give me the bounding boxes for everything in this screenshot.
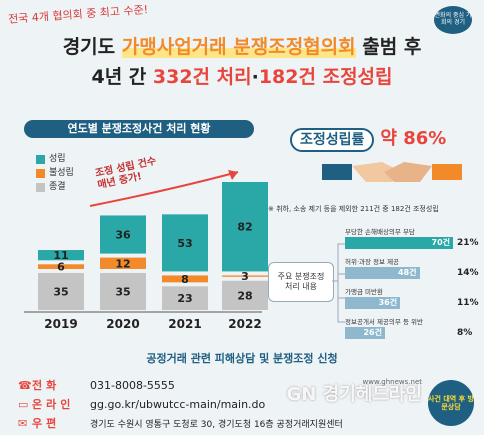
headline-line2: 4년 간 332건 처리·182건 조정성립 <box>0 62 484 89</box>
tick-label-2022: 2022 <box>228 317 261 331</box>
breakdown-row-label: 가맹금 미반환 <box>345 288 383 296</box>
legend-item-settled: 성립 <box>36 152 74 166</box>
legend-swatch-settled <box>36 154 45 164</box>
data-label-2020-series-2: 36 <box>115 229 131 242</box>
legend-item-closed: 종결 <box>36 180 74 194</box>
legend-label-failed: 불성립 <box>49 168 74 178</box>
bar-2019-series-1 <box>38 264 84 269</box>
contact-phone: ☎ 전화 031-8008-5555 <box>18 377 175 393</box>
success-rate: 조정성립률 약 86% <box>290 124 447 152</box>
legend-label-settled: 성립 <box>49 154 66 164</box>
bar-2020-series-1 <box>100 257 146 269</box>
breakdown-connector <box>332 243 345 323</box>
headline2-prefix: 4년 간 <box>91 66 153 88</box>
breakdown-row-count: 48건 <box>398 268 417 277</box>
contact-mail-value: 경기도 수원시 영통구 도청로 30, 경기도청 16층 공정거래지원센터 <box>90 419 343 430</box>
growth-arrow <box>89 171 239 207</box>
visit-stamp: 사건 대역 후 방문상담 <box>428 380 474 426</box>
legend-item-failed: 불성립 <box>36 166 74 180</box>
bar-2021-series-0 <box>162 286 208 310</box>
bar-2022-series-0 <box>222 280 268 310</box>
breakdown-label-line1: 주요 분쟁조정 <box>277 271 325 281</box>
breakdown-row-pct: 21% <box>457 238 479 248</box>
breakdown-row-label: 부당한 손해배상의무 부담 <box>345 228 415 236</box>
contact-phone-value[interactable]: 031-8008-5555 <box>90 378 175 392</box>
breakdown-row-pct: 11% <box>457 298 479 308</box>
contact-online-value[interactable]: gg.go.kr/ubwutcc-main/main.do <box>90 397 266 411</box>
data-label-2022-series-1: 3 <box>241 270 249 283</box>
growth-arrowhead <box>228 170 238 180</box>
watermark-url: www.ghnews.net <box>362 378 422 386</box>
data-label-2019-series-2: 11 <box>53 249 68 262</box>
headline-highlight: 가맹사업거래 분쟁조정협의회 <box>121 36 356 58</box>
data-label-2021-series-1: 8 <box>181 273 189 286</box>
mail-icon: ✉ <box>18 416 28 430</box>
data-label-2020-series-0: 35 <box>115 285 130 298</box>
breakdown-list: 부당한 손해배상의무 부담 70건 21% 허위·과장 정보 제공 48건 14% 가맹금 … <box>345 226 479 346</box>
headline2-processed: 332건 처리 <box>152 66 252 88</box>
breakdown-label: 주요 분쟁조정 처리 내용 <box>268 262 334 302</box>
data-label-2020-series-1: 12 <box>115 257 130 270</box>
headline2-settled: 182건 조정성립 <box>258 66 393 88</box>
contact-online: ▭ 온라인 gg.go.kr/ubwutcc-main/main.do <box>18 396 265 412</box>
data-label-2021-series-0: 23 <box>177 292 192 305</box>
contact-mail: ✉ 우편 경기도 수원시 영통구 도청로 30, 경기도청 16층 공정거래지원센터 <box>18 415 343 431</box>
watermark: GN 경기헤드라인 <box>286 384 422 405</box>
breakdown-row-count: 26건 <box>363 328 382 337</box>
chart-header: 연도별 분쟁조정사건 처리 현황 <box>24 120 254 138</box>
bar-2022-series-2 <box>222 182 268 272</box>
breakdown-label-line2: 처리 내용 <box>285 282 317 291</box>
success-rate-value: 약 86% <box>380 128 447 149</box>
tick-label-2020: 2020 <box>106 317 139 331</box>
data-label-2022-series-2: 82 <box>237 221 252 234</box>
bar-2021-series-2 <box>162 214 208 272</box>
breakdown-row-label: 정보공개서 제공의무 등 위반 <box>345 318 423 326</box>
phone-icon: ☎ <box>18 378 32 392</box>
bar-2019-series-2 <box>38 250 84 261</box>
gyeonggi-logo-badge: 변화의 중심 기회의 경기 <box>434 6 472 34</box>
bar-2019-series-0 <box>38 272 84 310</box>
headline2-separator: · <box>251 66 259 88</box>
breakdown-row-bar <box>345 327 385 339</box>
apply-title: 공정거래 관련 피해상담 및 분쟁조정 신청 <box>146 352 338 365</box>
bar-2021-series-1 <box>162 275 208 283</box>
computer-icon: ▭ <box>18 397 29 411</box>
bar-2020-series-2 <box>100 215 146 254</box>
breakdown-row-pct: 8% <box>457 328 473 338</box>
breakdown-row: 부당한 손해배상의무 부담 70건 21% <box>345 226 479 253</box>
handshake-icon <box>322 162 462 182</box>
contact-online-key: 온라인 <box>32 398 75 411</box>
headline-suffix: 출범 후 <box>355 36 422 58</box>
success-rate-label: 조정성립률 <box>290 128 375 152</box>
bar-2022-series-1 <box>222 275 268 277</box>
data-label-2019-series-1: 6 <box>57 261 65 274</box>
breakdown-row-label: 허위·과장 정보 제공 <box>345 258 400 266</box>
breakdown-row-bar <box>345 267 420 279</box>
contact-phone-key: 전화 <box>32 379 61 392</box>
data-label-2019-series-0: 35 <box>53 285 68 298</box>
data-label-2022-series-0: 28 <box>237 289 252 302</box>
breakdown-row: 정보공개서 제공의무 등 위반 26건 8% <box>345 316 475 343</box>
tick-label-2021: 2021 <box>168 317 201 331</box>
breakdown-row-bar <box>345 297 401 309</box>
footnote: ※ 취하, 소송 제기 등을 제외한 211건 중 182건 조정성립 <box>268 205 439 213</box>
contact-mail-key: 우편 <box>32 417 61 430</box>
data-label-2021-series-2: 53 <box>177 237 192 250</box>
breakdown-row-count: 70건 <box>431 238 451 247</box>
legend-swatch-closed <box>36 182 45 192</box>
breakdown-row: 가맹금 미반환 36건 11% <box>345 286 479 313</box>
headline-prefix: 경기도 <box>62 36 122 58</box>
legend-swatch-failed <box>36 168 45 178</box>
breakdown-row-pct: 14% <box>457 268 479 278</box>
breakdown-row-bar <box>345 237 453 249</box>
tick-label-2019: 2019 <box>44 317 77 331</box>
breakdown-row-count: 36건 <box>378 298 398 307</box>
headline-line1: 경기도 가맹사업거래 분쟁조정협의회 출범 후 <box>0 32 484 59</box>
bar-2020-series-0 <box>100 272 146 310</box>
breakdown-row: 허위·과장 정보 제공 48건 14% <box>345 256 479 283</box>
legend-label-closed: 종결 <box>49 182 66 192</box>
chart-legend: 성립 불성립 종결 <box>36 152 74 194</box>
